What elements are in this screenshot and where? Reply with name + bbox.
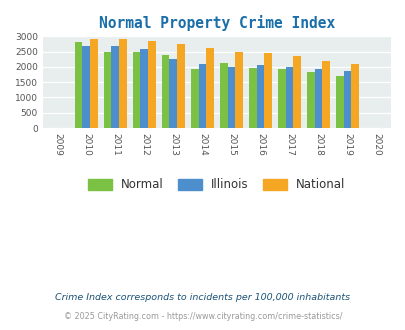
Legend: Normal, Illinois, National: Normal, Illinois, National (82, 173, 351, 197)
Title: Normal Property Crime Index: Normal Property Crime Index (98, 15, 334, 31)
Bar (277, 69, 285, 128)
Bar (335, 76, 343, 128)
Bar (206, 48, 214, 128)
Bar (314, 69, 322, 128)
Bar (235, 51, 243, 128)
Bar (351, 64, 358, 128)
Bar (90, 39, 98, 128)
Text: Crime Index corresponds to incidents per 100,000 inhabitants: Crime Index corresponds to incidents per… (55, 292, 350, 302)
Bar (256, 65, 264, 128)
Bar (140, 49, 148, 128)
Bar (177, 44, 185, 128)
Bar (227, 67, 235, 128)
Bar (285, 67, 293, 128)
Bar (248, 68, 256, 128)
Text: © 2025 CityRating.com - https://www.cityrating.com/crime-statistics/: © 2025 CityRating.com - https://www.city… (64, 312, 341, 321)
Bar (219, 63, 227, 128)
Bar (322, 61, 329, 128)
Bar (169, 59, 177, 128)
Bar (111, 47, 119, 128)
Bar (75, 42, 82, 128)
Bar (343, 72, 351, 128)
Bar (148, 41, 156, 128)
Bar (198, 64, 206, 128)
Bar (161, 55, 169, 128)
Bar (82, 47, 90, 128)
Bar (103, 52, 111, 128)
Bar (190, 69, 198, 128)
Bar (132, 51, 140, 128)
Bar (293, 56, 301, 128)
Bar (306, 72, 314, 128)
Bar (264, 52, 271, 128)
Bar (119, 39, 127, 128)
